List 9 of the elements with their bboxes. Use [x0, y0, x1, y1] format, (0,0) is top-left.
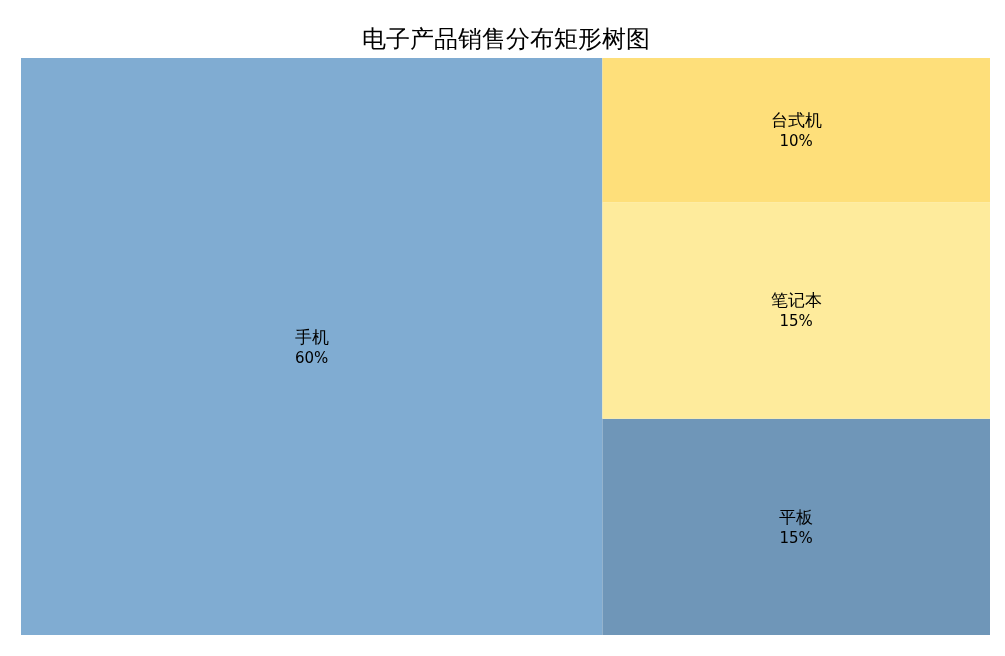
category-label: 笔记本 [770, 290, 822, 311]
data-label: 15% [779, 312, 813, 331]
category-label: 台式机 [770, 110, 822, 131]
data-label: 10% [779, 132, 813, 151]
category-label: 手机 [294, 326, 329, 347]
category-label: 平板 [779, 506, 814, 527]
data-label: 15% [779, 528, 813, 547]
text: 电子产品销售分布矩形树图 [361, 25, 650, 53]
data-label: 60% [295, 348, 329, 367]
